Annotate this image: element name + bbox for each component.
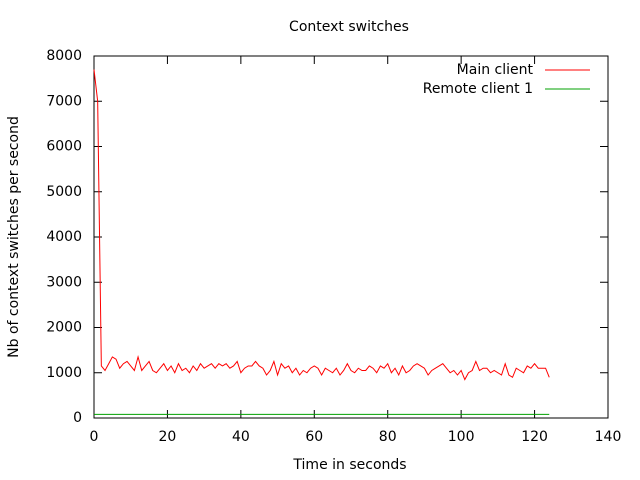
- x-tick-label: 0: [90, 429, 99, 445]
- y-tick-label: 5000: [46, 184, 82, 200]
- legend-label: Remote client 1: [423, 81, 533, 97]
- y-tick-label: 3000: [46, 274, 82, 290]
- y-tick-label: 2000: [46, 320, 82, 336]
- series-line: [93, 69, 550, 381]
- y-tick-label: 7000: [46, 93, 82, 109]
- x-tick-label: 100: [448, 429, 475, 445]
- x-tick-label: 80: [379, 429, 397, 445]
- y-tick-label: 4000: [46, 229, 82, 245]
- x-tick-label: 40: [232, 429, 250, 445]
- x-tick-label: 120: [521, 429, 548, 445]
- x-tick-label: 20: [159, 429, 177, 445]
- y-tick-label: 1000: [46, 365, 82, 381]
- chart-title: Context switches: [289, 19, 409, 35]
- y-tick-label: 6000: [46, 139, 82, 155]
- y-tick-label: 8000: [46, 48, 82, 64]
- x-axis-label: Time in seconds: [292, 457, 406, 473]
- x-tick-label: 140: [595, 429, 622, 445]
- y-axis-label: Nb of context switches per second: [6, 116, 22, 358]
- x-tick-label: 60: [305, 429, 323, 445]
- legend-label: Main client: [457, 62, 534, 78]
- y-tick-label: 0: [73, 410, 82, 426]
- plot-frame: [93, 55, 609, 419]
